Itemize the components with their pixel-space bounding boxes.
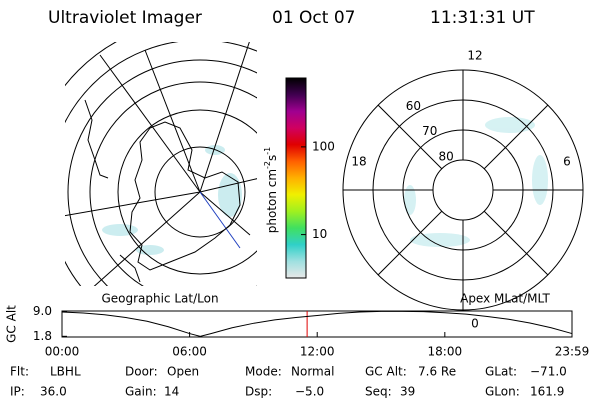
x-tick-label: 23:59 [555,345,590,359]
y-axis-label: GC Alt [5,305,19,343]
polar-ring [372,99,554,281]
time: 11:31:31 UT [430,8,535,28]
info-label: GLon: [485,385,520,399]
polar-ring [402,129,524,251]
polar-ring-label: 70 [422,124,437,138]
info-value: LBHL [50,365,81,379]
polar-spoke [483,210,549,276]
polar-ring-label: 80 [438,149,453,163]
info-label: IP: [10,385,25,399]
info-label: Flt: [10,365,29,379]
polar-spoke [377,104,443,170]
x-tick-label: 00:00 [45,345,80,359]
colorbar-label-part: photon cm [265,169,279,233]
colorbar-label: photon cm-2s-1 [263,147,279,234]
map-title: Geographic Lat/Lon [101,292,218,306]
colorbar-label-part: -1 [263,147,272,155]
x-tick-label: 06:00 [172,345,207,359]
info-label: Gain: [125,385,157,399]
info-value: 36.0 [40,385,67,399]
mlt-label: 6 [563,155,571,169]
info-label: GLat: [485,365,517,379]
info-label: GC Alt: [365,365,407,379]
instrument-title: Ultraviolet Imager [48,8,202,28]
info-label: Seq: [365,385,392,399]
info-value: 14 [164,385,179,399]
y-tick-label: 1.8 [33,329,52,343]
altitude-line [61,310,573,337]
colorbar [285,77,307,279]
info-label: Dsp: [245,385,272,399]
y-tick-label: 9.0 [33,304,52,318]
info-value: −71.0 [530,365,567,379]
colorbar-tick-label: 100 [312,139,335,153]
info-label: Door: [125,365,158,379]
colorbar-tick-label: 10 [312,227,327,241]
mlt-label: 0 [471,317,479,331]
info-label: Mode: [245,365,282,379]
polar-spoke [377,210,443,276]
mlt-label: 18 [351,155,366,169]
polar-ring-label: 60 [406,99,421,113]
info-value: Normal [291,365,334,379]
polar-spoke [483,104,549,170]
date: 01 Oct 07 [272,8,355,28]
info-value: 161.9 [530,385,564,399]
polar-ring [432,159,494,221]
info-value: 39 [400,385,415,399]
auroral-emission [404,117,548,247]
info-value: 7.6 Re [418,365,456,379]
map [65,42,257,286]
mlt-label: 12 [467,49,482,63]
x-tick-label: 18:00 [428,345,463,359]
info-value: Open [167,365,199,379]
x-tick-label: 12:00 [300,345,335,359]
colorbar-label-part: s [265,155,279,161]
colorbar-label-part: -2 [263,161,272,169]
polar-title: Apex MLat/MLT [460,292,550,306]
info-value: −5.0 [295,385,324,399]
